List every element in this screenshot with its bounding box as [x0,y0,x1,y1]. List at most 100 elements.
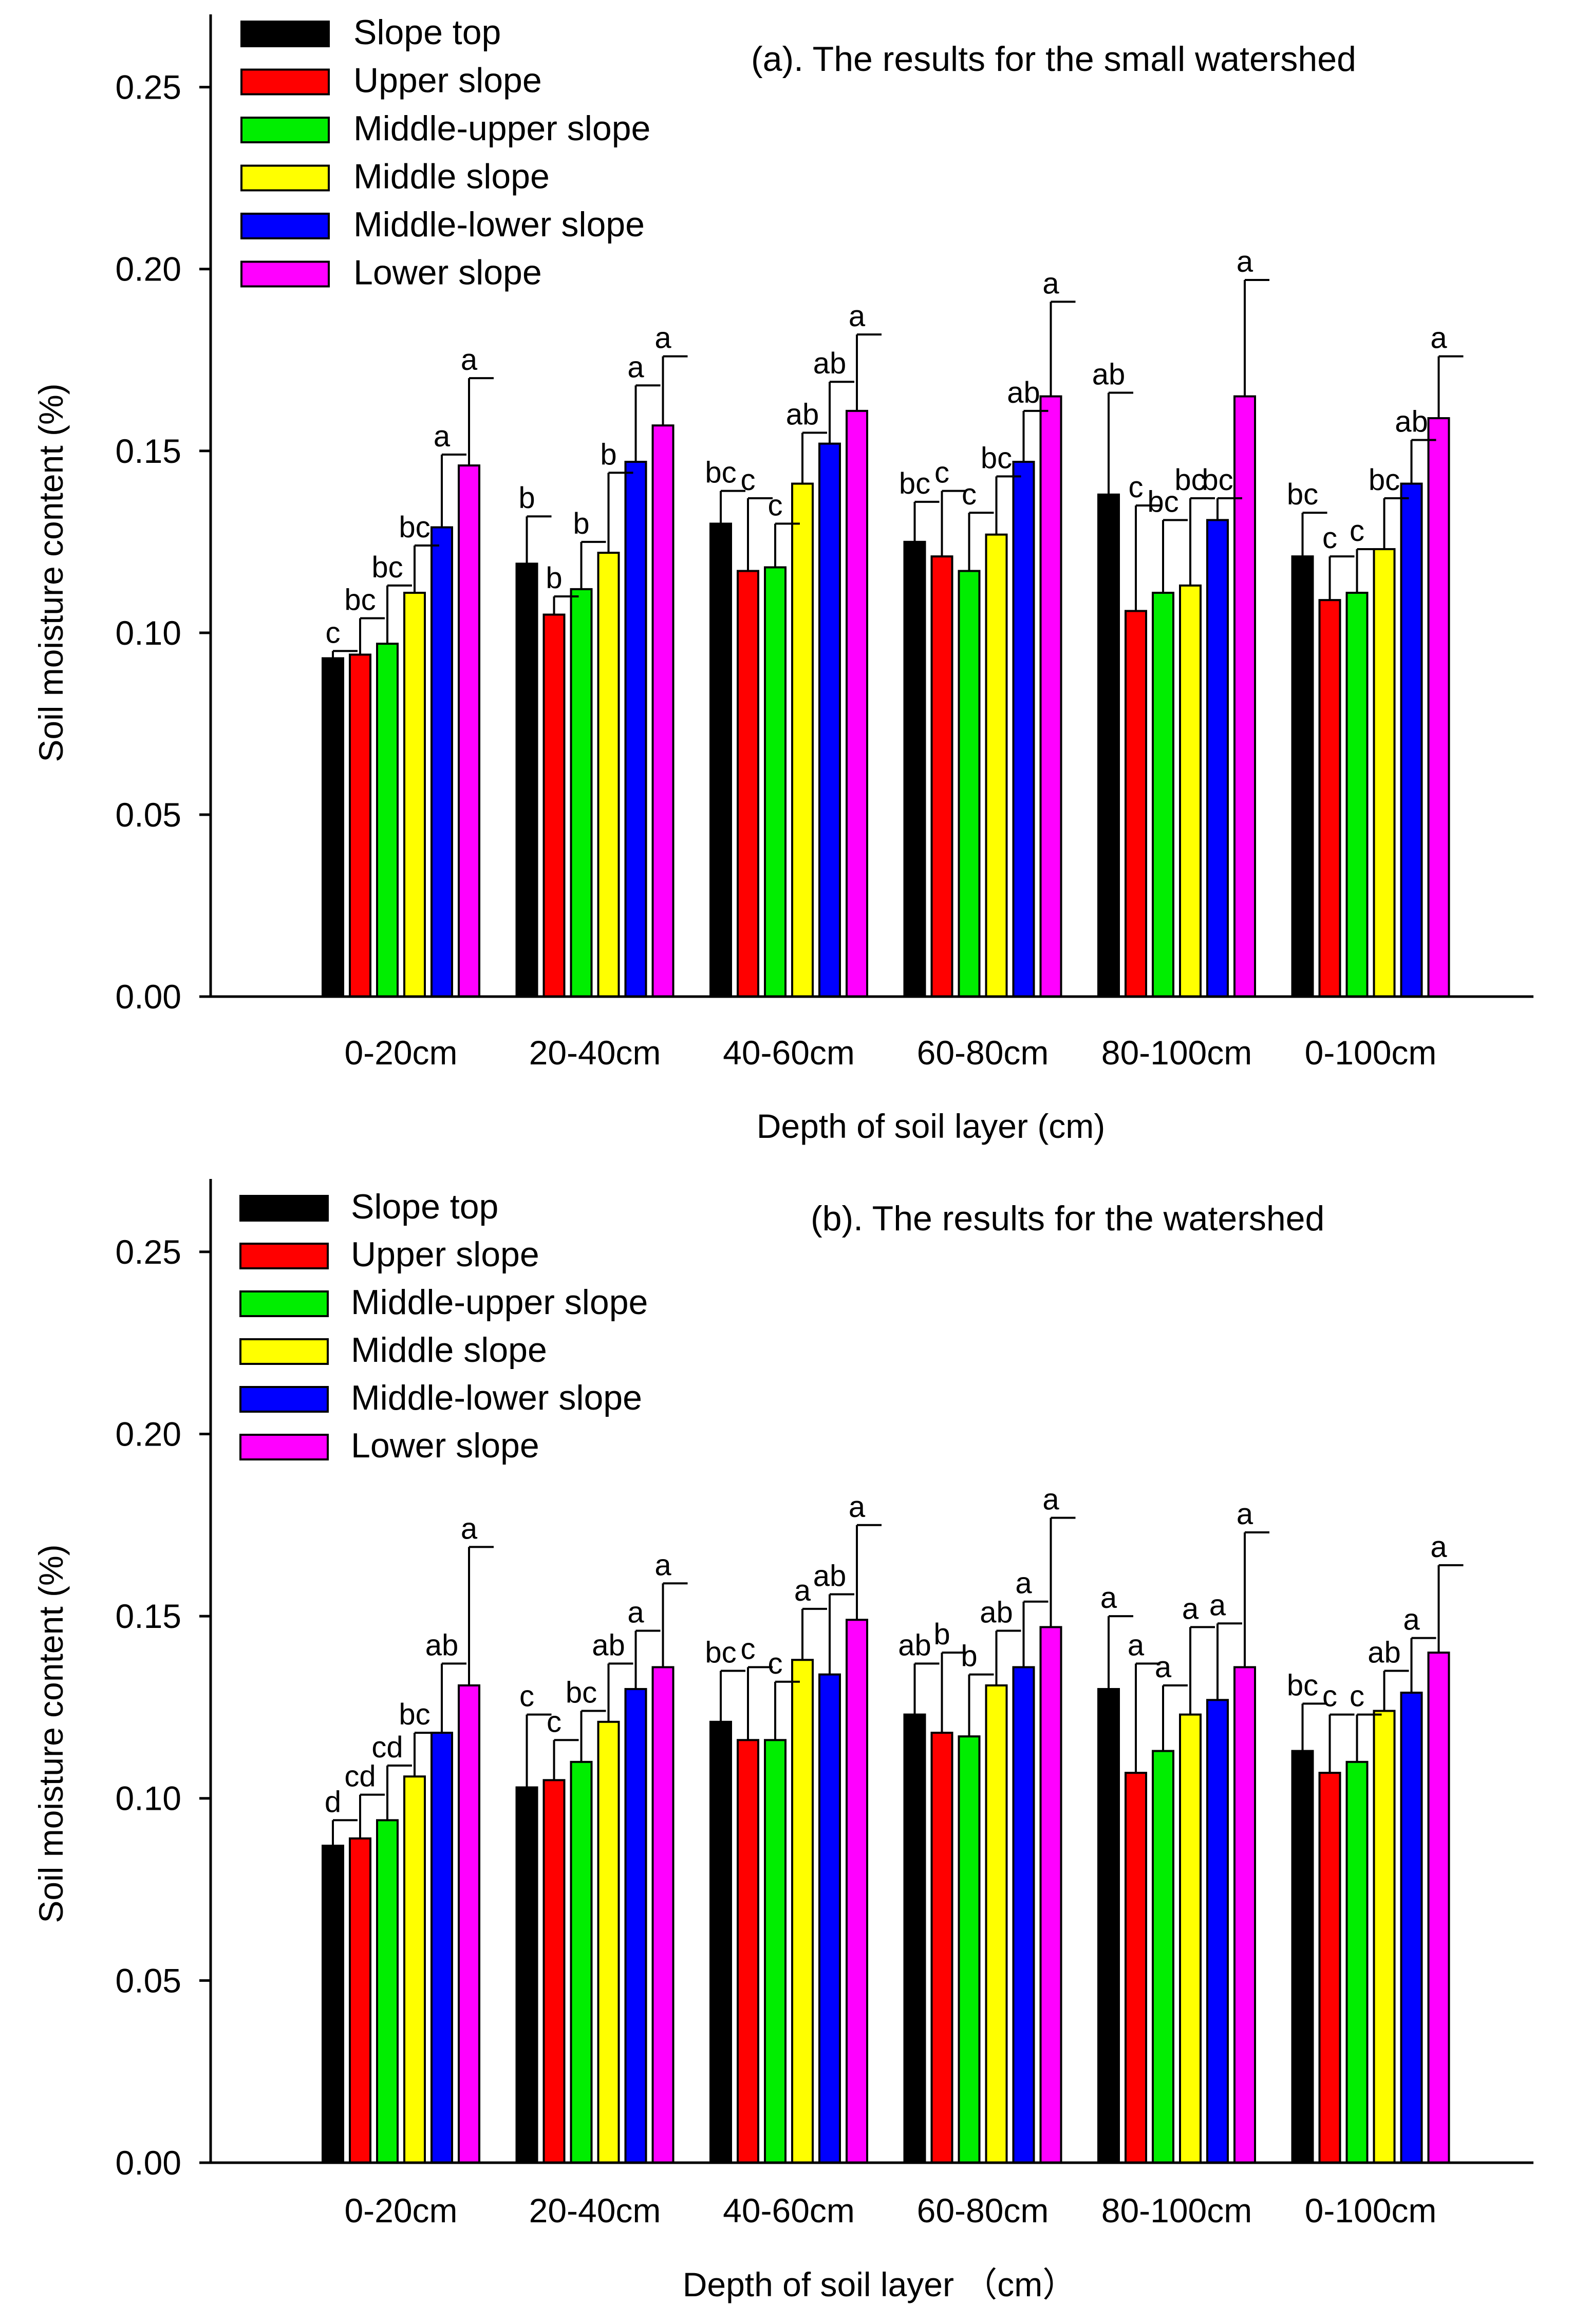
bar [376,643,399,998]
legend-entry: Middle-upper slope [353,109,650,148]
y-tick-label: 0.05 [116,1961,181,1999]
bar [624,1688,647,2164]
legend-entry: Middle slope [351,1330,547,1370]
x-axis-title: Depth of soil layer (cm) [757,1107,1106,1145]
significance-letter: bc [344,584,376,617]
bar [515,1786,538,2164]
error-bars [332,1516,1464,1846]
bar [791,482,814,998]
bar [737,1739,759,2164]
significance-letter: bc [1202,463,1233,497]
bar [764,566,787,998]
bar [1291,555,1314,998]
legend-entry: Middle slope [353,157,550,196]
bar [430,1732,453,2164]
y-tick-label: 0.15 [116,1597,181,1635]
x-tick-label: 20-40cm [529,1034,661,1072]
bar [1400,482,1423,998]
bar [930,1732,953,2164]
bar [1097,493,1120,998]
significance-letter: b [573,507,589,540]
x-tick-label: 0-20cm [344,1034,457,1072]
bar [624,461,647,998]
significance-letter: c [547,1705,561,1738]
significance-letter: a [1100,1581,1117,1615]
bar [597,1720,620,2164]
significance-letter: c [1350,514,1364,548]
x-axis-categories: 0-20cm 20-40cm 40-60cm 60-80cm 80-100cm 0-100… [344,2191,1436,2229]
significance-letter: a [849,1490,866,1524]
bar [1012,461,1035,998]
bar [764,1739,787,2164]
significance-letter: c [934,456,949,490]
y-tick-label: 0.15 [116,432,181,470]
legend-swatch [240,68,330,96]
significance-letter: b [518,481,535,515]
significance-letter: cd [344,1760,376,1793]
bar [1345,1760,1369,2164]
axes [209,1179,1533,2164]
bar [376,1819,399,2164]
bar [1179,584,1202,998]
axes [209,14,1533,998]
significance-letter: a [1015,1567,1032,1600]
significance-letter: c [741,463,756,497]
bar [818,442,841,998]
bar [1345,591,1369,998]
bar [791,1659,814,2164]
significance-letter: c [326,616,341,649]
x-axis-title: Depth of soil layer （cm） [683,2265,1077,2303]
significance-letter: ab [813,347,847,380]
bar [958,570,981,998]
significance-letter: a [1430,1530,1447,1564]
bar [985,1684,1008,2164]
legend-entry: Middle-lower slope [353,205,645,244]
significance-letter: a [1237,1497,1253,1531]
significance-letter: a [1403,1603,1420,1637]
y-tick-label: 0.25 [116,1233,181,1271]
significance-letter: bc [1287,478,1318,511]
significance-letter: ab [1007,376,1040,409]
y-tick-label: 0.00 [116,2144,181,2182]
bar [818,1673,841,2164]
significance-letter: ab [813,1560,847,1593]
y-tick-label: 0.05 [116,796,181,834]
significance-letter: ab [980,1596,1013,1629]
bar [958,1735,981,2164]
bar [458,1684,480,2164]
bar [1427,417,1450,998]
significance-letter: a [794,1574,811,1607]
significance-letter: c [1350,1680,1364,1713]
bar [1373,548,1396,998]
legend-entry: Upper slope [351,1235,539,1274]
bar [1039,1626,1062,2164]
x-tick-label: 20-40cm [529,2191,661,2229]
legend-entry: Slope top [351,1187,498,1226]
significance-letter: a [1128,1628,1145,1662]
significance-letter: bc [1174,463,1206,497]
bar [515,563,538,998]
legend-entry: Lower slope [353,253,542,292]
significance-letter: a [1155,1651,1172,1684]
significance-letter: ab [786,398,819,431]
significance-letter: b [546,561,562,595]
significance-letter: a [1182,1592,1199,1625]
significance-letter: a [461,343,478,377]
significance-letter: a [849,299,866,333]
bar [903,1713,926,2164]
significance-letter: bc [566,1676,597,1710]
bar [846,1619,868,2164]
legend-swatch [240,117,330,143]
legend-entry: Middle-upper slope [351,1283,648,1322]
legend-entry: Upper slope [353,61,542,100]
significance-letter: ab [425,1628,459,1662]
significance-letter: bc [399,1698,430,1731]
x-tick-label: 0-100cm [1305,2191,1437,2229]
bar [1400,1692,1423,2164]
bar [651,424,675,998]
significance-letter: b [961,1640,977,1673]
x-tick-label: 80-100cm [1101,1034,1252,1072]
legend-swatch [239,1243,329,1269]
significance-letter: a [627,1596,644,1629]
